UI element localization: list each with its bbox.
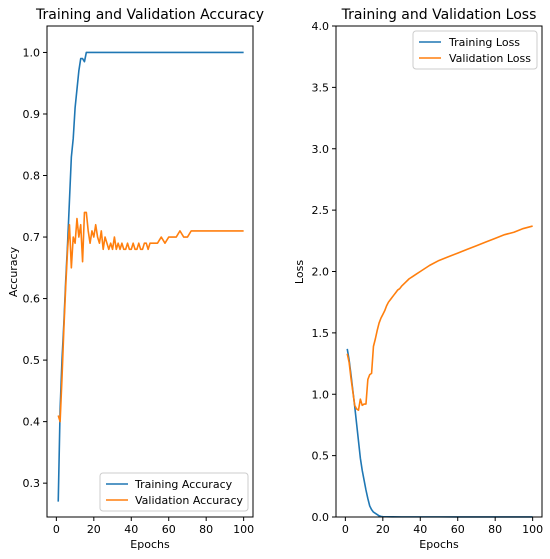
accuracy-chart: Training and Validation Accuracy 0 20 40 60… — [7, 7, 264, 551]
series-line-validation-loss — [346, 225, 533, 412]
series-line-training-loss — [346, 348, 533, 518]
loss-y-tick-label: 4.0 — [312, 20, 330, 33]
loss-y-tick-label: 1.5 — [312, 327, 330, 340]
loss-legend: Training Loss Validation Loss — [412, 30, 538, 70]
accuracy-x-tick-label: 0 — [53, 523, 60, 536]
series-line-validation-accuracy — [57, 211, 244, 423]
legend-label-training-accuracy: Training Accuracy — [134, 478, 233, 491]
loss-chart-title: Training and Validation Loss — [341, 7, 537, 23]
loss-x-tick-label: 40 — [413, 523, 427, 536]
accuracy-y-tick-label: 0.3 — [23, 477, 41, 490]
loss-y-tick-label: 1.0 — [312, 388, 330, 401]
accuracy-plot-area — [46, 25, 254, 518]
legend-label-validation-accuracy: Validation Accuracy — [135, 494, 244, 507]
loss-y-tick-label: 3.5 — [312, 81, 330, 94]
accuracy-y-tick-label: 1.0 — [23, 46, 41, 59]
accuracy-legend-box — [99, 472, 249, 512]
loss-x-tick-label: 100 — [522, 523, 543, 536]
accuracy-y-tick-label: 0.4 — [23, 416, 41, 429]
loss-plot-area — [335, 25, 543, 518]
accuracy-axes-frame — [46, 25, 254, 518]
loss-y-tick-label: 0.5 — [312, 450, 330, 463]
accuracy-x-tick-label: 80 — [199, 523, 213, 536]
series-line-training-accuracy — [57, 51, 244, 502]
accuracy-y-tick-label: 0.8 — [23, 170, 41, 183]
loss-x-ticks: 0 20 40 60 80 100 — [342, 517, 543, 536]
accuracy-y-axis-label: Accuracy — [7, 246, 20, 297]
loss-x-tick-label: 0 — [342, 523, 349, 536]
accuracy-x-ticks: 0 20 40 60 80 100 — [53, 517, 254, 536]
loss-y-tick-label: 2.5 — [312, 204, 330, 217]
accuracy-y-tick-label: 0.7 — [23, 231, 41, 244]
accuracy-y-tick-label: 0.5 — [23, 354, 41, 367]
loss-y-axis-label: Loss — [293, 260, 306, 284]
loss-x-tick-label: 60 — [451, 523, 465, 536]
accuracy-x-tick-label: 60 — [162, 523, 176, 536]
accuracy-chart-title: Training and Validation Accuracy — [35, 7, 264, 23]
legend-label-training-loss: Training Loss — [448, 36, 520, 49]
loss-x-tick-label: 80 — [488, 523, 502, 536]
loss-chart: Training and Validation Loss 0 20 40 60 80 10… — [293, 7, 543, 551]
loss-y-tick-label: 0.0 — [312, 511, 330, 524]
loss-y-tick-label: 2.0 — [312, 266, 330, 279]
accuracy-x-tick-label: 20 — [87, 523, 101, 536]
loss-axes-frame — [335, 25, 543, 518]
loss-legend-box — [412, 30, 538, 70]
accuracy-x-axis-label: Epochs — [130, 538, 170, 551]
loss-y-ticks: 0.0 0.5 1.0 1.5 2.0 2.5 3.0 3.5 4.0 — [312, 20, 336, 524]
loss-x-tick-label: 20 — [376, 523, 390, 536]
loss-x-axis-label: Epochs — [419, 538, 459, 551]
accuracy-x-tick-label: 40 — [124, 523, 138, 536]
accuracy-legend: Training Accuracy Validation Accuracy — [99, 472, 249, 512]
legend-label-validation-loss: Validation Loss — [449, 52, 531, 65]
loss-y-tick-label: 3.0 — [312, 143, 330, 156]
accuracy-y-ticks: 0.3 0.4 0.5 0.6 0.7 0.8 0.9 1.0 — [23, 46, 47, 490]
accuracy-x-tick-label: 100 — [233, 523, 254, 536]
accuracy-y-tick-label: 0.6 — [23, 293, 41, 306]
accuracy-y-tick-label: 0.9 — [23, 108, 41, 121]
